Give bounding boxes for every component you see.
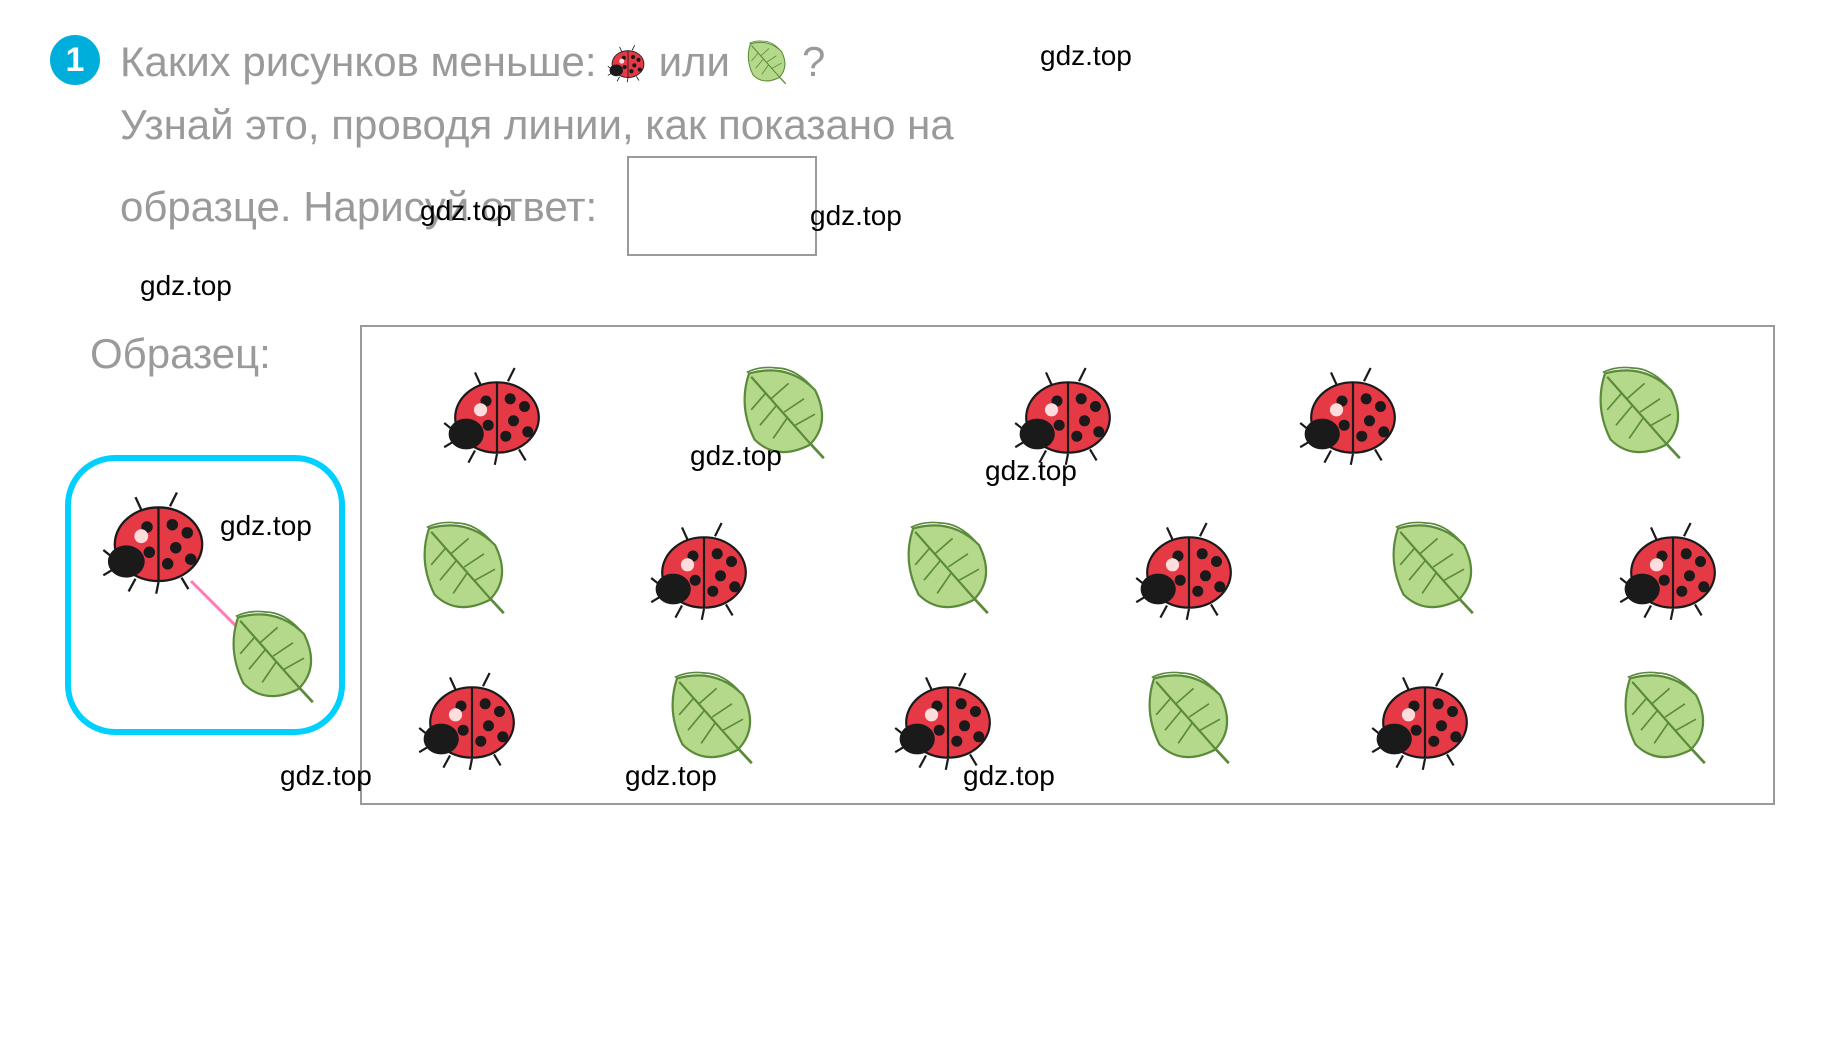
example-leaf xyxy=(216,601,326,716)
grid-row-3 xyxy=(362,662,1773,772)
question-text-line3: образце. Нарисуй ответ: xyxy=(120,175,597,238)
question-text-or: или xyxy=(659,30,730,93)
answer-box[interactable] xyxy=(627,156,817,256)
ladybug-icon[interactable] xyxy=(1370,662,1480,772)
ladybug-icon[interactable] xyxy=(1013,357,1123,467)
question-text-part1: Каких рисунков меньше: xyxy=(120,30,597,93)
ladybug-icon xyxy=(607,41,649,83)
grid-row-1 xyxy=(362,357,1773,467)
ladybug-icon[interactable] xyxy=(442,357,552,467)
main-exercise-box[interactable] xyxy=(360,325,1775,805)
question-text-line2: Узнай это, проводя линии, как показано н… xyxy=(120,93,1782,156)
ladybug-icon[interactable] xyxy=(649,512,759,622)
ladybug-icon[interactable] xyxy=(1618,512,1728,622)
example-box xyxy=(65,455,345,735)
question-text: Каких рисунков меньше: или ? Узнай это, … xyxy=(120,30,1782,256)
leaf-icon[interactable] xyxy=(655,662,765,772)
leaf-icon[interactable] xyxy=(727,357,837,467)
leaf-icon[interactable] xyxy=(891,512,1001,622)
question-number-text: 1 xyxy=(66,41,85,80)
question-mark: ? xyxy=(802,30,825,93)
leaf-icon[interactable] xyxy=(1376,512,1486,622)
ladybug-icon[interactable] xyxy=(1134,512,1244,622)
leaf-icon[interactable] xyxy=(407,512,517,622)
ladybug-icon[interactable] xyxy=(417,662,527,772)
grid-row-2 xyxy=(362,512,1773,622)
watermark: gdz.top xyxy=(140,270,232,302)
leaf-icon[interactable] xyxy=(1132,662,1242,772)
ladybug-icon[interactable] xyxy=(1298,357,1408,467)
leaf-icon[interactable] xyxy=(1608,662,1718,772)
leaf-icon xyxy=(740,36,792,88)
watermark: gdz.top xyxy=(280,760,372,792)
leaf-icon[interactable] xyxy=(1583,357,1693,467)
question-number-badge: 1 xyxy=(50,35,100,85)
ladybug-icon[interactable] xyxy=(893,662,1003,772)
question-header: 1 Каких рисунков меньше: или ? Узнай это… xyxy=(50,30,1782,256)
example-label: Образец: xyxy=(90,330,271,378)
